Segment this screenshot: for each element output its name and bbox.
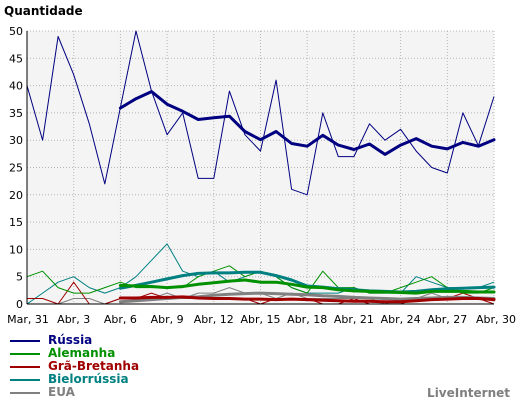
grid-lines <box>27 30 495 304</box>
x-tick-label: Abr, 6 <box>104 313 137 326</box>
y-tick-label: 40 <box>9 80 23 93</box>
legend-label: Grã-Bretanha <box>48 359 140 373</box>
y-tick-label: 10 <box>9 243 23 256</box>
legend-label: EUA <box>48 385 75 399</box>
y-tick-label: 50 <box>9 25 23 38</box>
y-tick-label: 20 <box>9 189 23 202</box>
x-tick-label: Abr, 15 <box>240 313 280 326</box>
x-tick-label: Abr, 18 <box>287 313 327 326</box>
series-average-line-russia <box>118 90 496 156</box>
legend-swatch <box>10 353 40 355</box>
series-average-line-gra-bretanha <box>118 295 496 304</box>
x-tick-label: Abr, 12 <box>194 313 234 326</box>
x-tick-label: Abr, 30 <box>476 313 516 326</box>
legend-label: Alemanha <box>48 346 116 360</box>
legend-label: Rússia <box>48 333 93 347</box>
legend-swatch <box>10 340 40 342</box>
y-tick-label: 25 <box>9 162 23 175</box>
legend-label: Bielorrússia <box>48 372 129 386</box>
x-tick-label: Mar, 31 <box>7 313 49 326</box>
y-axis-label: Quantidade <box>4 4 83 18</box>
x-tick-label: Abr, 27 <box>427 313 467 326</box>
legend-swatch <box>10 392 40 394</box>
x-tick-label: Abr, 3 <box>57 313 90 326</box>
y-tick-label: 35 <box>9 107 23 120</box>
legend-swatch <box>10 366 40 368</box>
y-tick-label: 0 <box>16 298 23 311</box>
series-average-line-alemanha <box>118 278 496 295</box>
y-tick-label: 45 <box>9 52 23 65</box>
y-tick-labels: 0 5 10 15 20 25 30 35 40 45 50 <box>9 25 23 311</box>
x-tick-label: Abr, 21 <box>334 313 374 326</box>
brand-label: LiveInternet <box>427 386 510 400</box>
y-tick-label: 5 <box>16 271 23 284</box>
y-tick-label: 15 <box>9 216 23 229</box>
y-tick-label: 30 <box>9 134 23 147</box>
x-tick-label: Abr, 9 <box>151 313 184 326</box>
legend-swatch <box>10 379 40 381</box>
x-tick-label: Abr, 24 <box>381 313 421 326</box>
x-tick-labels: Mar, 31 Abr, 3 Abr, 6 Abr, 9 Abr, 12 Abr, 15 A… <box>7 313 516 326</box>
series-line-russia <box>26 30 495 196</box>
